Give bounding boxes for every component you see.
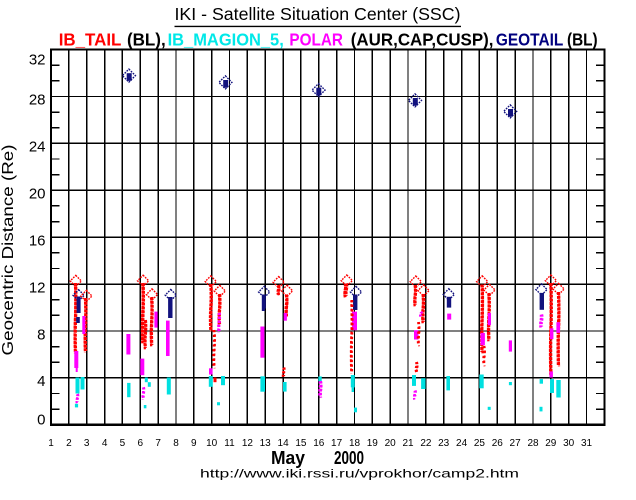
svg-text:May: May — [271, 448, 305, 468]
svg-text:19: 19 — [367, 438, 379, 449]
svg-text:7: 7 — [155, 438, 161, 449]
svg-text:32: 32 — [29, 51, 46, 68]
svg-text:3: 3 — [84, 438, 90, 449]
svg-text:http://www.iki.rssi.ru/vprokho: http://www.iki.rssi.ru/vprokhor/camp2.ht… — [200, 466, 519, 480]
svg-text:14: 14 — [278, 438, 290, 449]
svg-text:23: 23 — [438, 438, 450, 449]
svg-text:2000: 2000 — [334, 448, 364, 468]
svg-text:4: 4 — [102, 438, 108, 449]
svg-text:12: 12 — [29, 280, 46, 297]
svg-text:22: 22 — [420, 438, 432, 449]
svg-text:24: 24 — [456, 438, 468, 449]
svg-text:0: 0 — [37, 412, 45, 429]
svg-text:13: 13 — [260, 438, 272, 449]
svg-text:8: 8 — [173, 438, 179, 449]
svg-text:25: 25 — [474, 438, 486, 449]
svg-text:15: 15 — [295, 438, 307, 449]
svg-text:31: 31 — [581, 438, 593, 449]
svg-text:POLAR: POLAR — [289, 30, 343, 50]
svg-text:GEOTAIL: GEOTAIL — [496, 30, 564, 50]
svg-text:Geocentric Distance (Re): Geocentric Distance (Re) — [0, 145, 17, 356]
svg-text:11: 11 — [224, 438, 235, 449]
svg-text:IKI - Satellite Situation Cent: IKI - Satellite Situation Center (SSC) — [175, 4, 461, 24]
svg-text:12: 12 — [242, 438, 254, 449]
svg-text:21: 21 — [402, 438, 414, 449]
svg-text:16: 16 — [313, 438, 325, 449]
svg-text:1: 1 — [48, 438, 54, 449]
svg-text:28: 28 — [29, 92, 46, 109]
svg-text:8: 8 — [37, 326, 45, 343]
svg-text:17: 17 — [331, 438, 343, 449]
svg-text:30: 30 — [563, 438, 575, 449]
svg-text:(AUR,CAP,CUSP),: (AUR,CAP,CUSP), — [351, 30, 494, 50]
svg-text:IB_MAGION_5,: IB_MAGION_5, — [168, 30, 284, 50]
svg-text:26: 26 — [492, 438, 504, 449]
svg-text:20: 20 — [29, 185, 46, 202]
svg-text:4: 4 — [37, 373, 45, 390]
svg-text:10: 10 — [206, 438, 218, 449]
svg-text:27: 27 — [510, 438, 522, 449]
svg-text:6: 6 — [138, 438, 144, 449]
svg-text:IB_TAIL: IB_TAIL — [59, 30, 122, 50]
svg-text:28: 28 — [527, 438, 539, 449]
svg-text:5: 5 — [120, 438, 126, 449]
svg-text:16: 16 — [29, 232, 46, 249]
svg-text:18: 18 — [349, 438, 361, 449]
svg-text:(BL): (BL) — [567, 30, 598, 50]
svg-text:2: 2 — [66, 438, 72, 449]
svg-text:9: 9 — [191, 438, 197, 449]
svg-text:20: 20 — [385, 438, 397, 449]
svg-text:24: 24 — [29, 139, 46, 156]
svg-text:(BL),: (BL), — [127, 30, 166, 50]
svg-text:29: 29 — [545, 438, 557, 449]
